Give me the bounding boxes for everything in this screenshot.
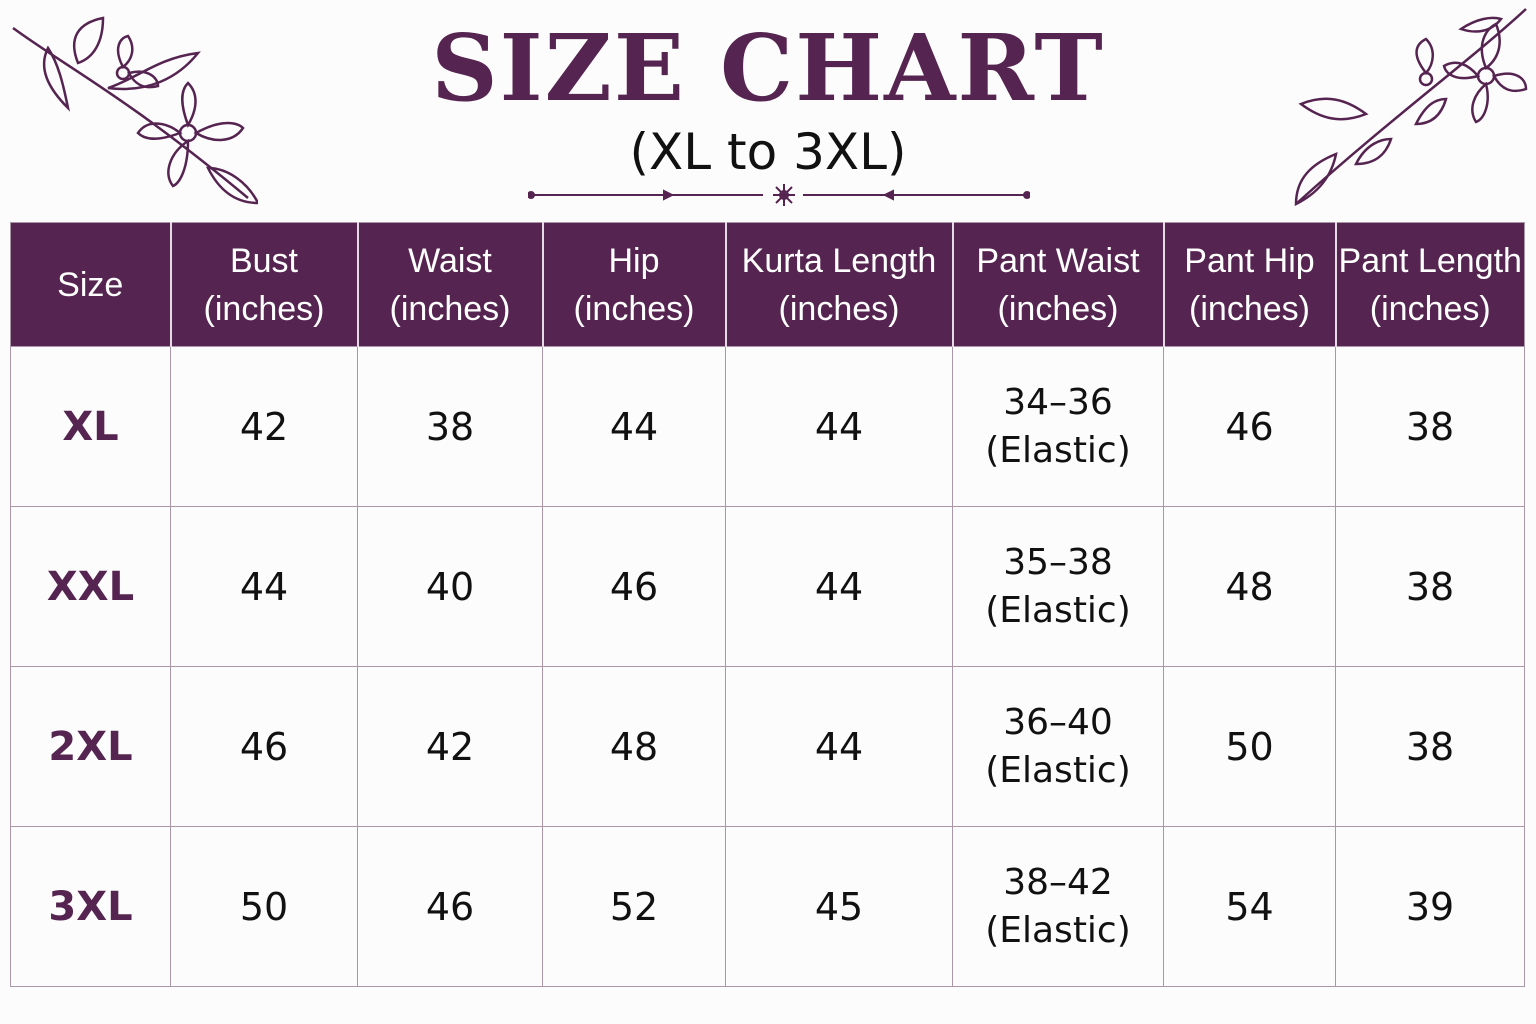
cell-pant-hip: 50 (1163, 666, 1336, 827)
cell-pant-length: 38 (1335, 346, 1525, 507)
cell-hip: 52 (542, 826, 726, 987)
column-header-label: Waist (408, 241, 492, 280)
pant-waist-range: 36–40 (1003, 701, 1113, 743)
pant-waist-range: 34–36 (1003, 381, 1113, 423)
column-header: Kurta Length (inches) (724, 222, 953, 347)
column-header-label: Size (57, 265, 124, 304)
cell-bust: 50 (170, 826, 358, 987)
cell-bust: 42 (170, 346, 358, 507)
page-subtitle: (XL to 3XL) (629, 123, 907, 181)
cell-size: XL (10, 346, 171, 507)
cell-hip: 48 (542, 666, 726, 827)
column-header-unit: (inches) (997, 289, 1119, 328)
cell-pant-length: 38 (1335, 666, 1525, 827)
cell-hip: 46 (542, 506, 726, 667)
ornamental-divider-icon (528, 184, 1030, 206)
cell-hip: 44 (542, 346, 726, 507)
cell-kurta-length: 44 (725, 666, 953, 827)
cell-bust: 44 (170, 506, 358, 667)
column-header-unit: (inches) (389, 289, 511, 328)
cell-pant-waist: 36–40 (Elastic) (952, 666, 1164, 827)
cell-kurta-length: 44 (725, 346, 953, 507)
column-header: Pant Length (inches) (1334, 222, 1525, 347)
column-header-unit: (inches) (1369, 289, 1491, 328)
cell-size: 2XL (10, 666, 171, 827)
pant-waist-range: 38–42 (1003, 861, 1113, 903)
cell-pant-hip: 46 (1163, 346, 1336, 507)
column-header: Bust (inches) (169, 222, 358, 347)
cell-size: XXL (10, 506, 171, 667)
cell-pant-waist: 38–42 (Elastic) (952, 826, 1164, 987)
pant-waist-note: (Elastic) (985, 749, 1131, 791)
column-header: Waist (inches) (356, 222, 543, 347)
column-header-label: Kurta Length (741, 241, 937, 280)
floral-branch-top-right-icon (1294, 8, 1528, 207)
column-header-label: Pant Waist (976, 241, 1140, 280)
column-header: Pant Waist (inches) (951, 222, 1164, 347)
table-header-row: Size Bust (inches) Waist (inches) Hip (inches)… (10, 222, 1525, 347)
pant-waist-note: (Elastic) (985, 909, 1131, 951)
table-row: XXL 44 40 46 44 35–38 (Elastic) 48 38 (10, 506, 1525, 667)
cell-waist: 40 (357, 506, 543, 667)
cell-pant-waist: 35–38 (Elastic) (952, 506, 1164, 667)
column-header-unit: (inches) (573, 289, 695, 328)
pant-waist-range: 35–38 (1003, 541, 1113, 583)
column-header-label: Bust (229, 241, 299, 280)
size-chart-table: Size Bust (inches) Waist (inches) Hip (inches)… (10, 222, 1525, 987)
cell-size: 3XL (10, 826, 171, 987)
cell-waist: 42 (357, 666, 543, 827)
column-header-label: Hip (608, 241, 660, 280)
cell-pant-length: 38 (1335, 506, 1525, 667)
cell-pant-hip: 54 (1163, 826, 1336, 987)
cell-kurta-length: 44 (725, 506, 953, 667)
column-header: Hip (inches) (541, 222, 726, 347)
column-header: Pant Hip (inches) (1162, 222, 1336, 347)
column-header-label: Pant Length (1338, 241, 1522, 280)
cell-pant-length: 39 (1335, 826, 1525, 987)
table-row: XL 42 38 44 44 34–36 (Elastic) 46 38 (10, 346, 1525, 507)
cell-waist: 46 (357, 826, 543, 987)
column-header: Size (10, 222, 171, 347)
column-header-unit: (inches) (778, 289, 900, 328)
table-row: 3XL 50 46 52 45 38–42 (Elastic) 54 39 (10, 826, 1525, 987)
page-title: SIZE CHART (431, 14, 1105, 122)
cell-kurta-length: 45 (725, 826, 953, 987)
cell-waist: 38 (357, 346, 543, 507)
pant-waist-note: (Elastic) (985, 589, 1131, 631)
cell-bust: 46 (170, 666, 358, 827)
column-header-label: Pant Hip (1184, 241, 1315, 280)
column-header-unit: (inches) (203, 289, 325, 328)
floral-branch-top-left-icon (12, 16, 258, 205)
cell-pant-hip: 48 (1163, 506, 1336, 667)
column-header-unit: (inches) (1189, 289, 1310, 328)
cell-pant-waist: 34–36 (Elastic) (952, 346, 1164, 507)
table-row: 2XL 46 42 48 44 36–40 (Elastic) 50 38 (10, 666, 1525, 827)
pant-waist-note: (Elastic) (985, 429, 1131, 471)
